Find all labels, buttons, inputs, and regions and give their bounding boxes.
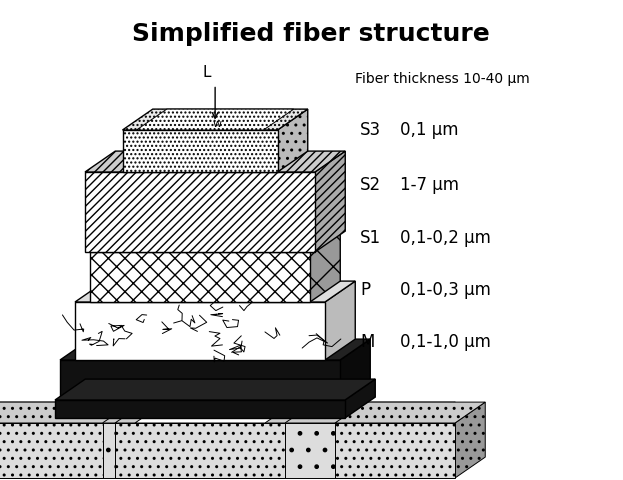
Text: Fiber thickness 10-40 μm: Fiber thickness 10-40 μm bbox=[355, 72, 530, 86]
Text: 1-7 μm: 1-7 μm bbox=[400, 176, 459, 194]
Text: S1: S1 bbox=[360, 229, 381, 247]
Polygon shape bbox=[135, 392, 310, 423]
Polygon shape bbox=[75, 302, 325, 360]
Polygon shape bbox=[0, 423, 103, 478]
Polygon shape bbox=[425, 402, 455, 478]
Polygon shape bbox=[136, 109, 294, 130]
Text: S3: S3 bbox=[360, 121, 381, 139]
Polygon shape bbox=[115, 392, 330, 423]
Polygon shape bbox=[85, 172, 315, 252]
Text: 0,1 μm: 0,1 μm bbox=[400, 121, 459, 139]
Polygon shape bbox=[310, 231, 340, 302]
Polygon shape bbox=[315, 151, 345, 252]
Polygon shape bbox=[60, 360, 340, 400]
Polygon shape bbox=[0, 402, 133, 423]
Polygon shape bbox=[75, 281, 355, 302]
Polygon shape bbox=[60, 339, 370, 360]
Text: 0,1-0,3 μm: 0,1-0,3 μm bbox=[400, 281, 491, 299]
Text: S2: S2 bbox=[360, 176, 381, 194]
Polygon shape bbox=[0, 423, 425, 478]
Polygon shape bbox=[123, 130, 277, 172]
Polygon shape bbox=[123, 109, 308, 130]
Polygon shape bbox=[277, 109, 308, 172]
Polygon shape bbox=[85, 151, 345, 172]
Text: P: P bbox=[360, 281, 370, 299]
Text: 0,1-0,2 μm: 0,1-0,2 μm bbox=[400, 229, 491, 247]
Polygon shape bbox=[55, 379, 375, 400]
Polygon shape bbox=[345, 379, 375, 418]
Polygon shape bbox=[335, 402, 485, 423]
Polygon shape bbox=[115, 423, 285, 478]
Text: w: w bbox=[212, 119, 221, 129]
Polygon shape bbox=[340, 339, 370, 400]
Polygon shape bbox=[325, 281, 355, 360]
Polygon shape bbox=[90, 231, 340, 252]
Text: M: M bbox=[360, 333, 374, 351]
Text: Simplified fiber structure: Simplified fiber structure bbox=[132, 22, 490, 46]
Text: L: L bbox=[203, 64, 211, 80]
Polygon shape bbox=[455, 402, 485, 478]
Polygon shape bbox=[90, 252, 310, 302]
Polygon shape bbox=[0, 402, 455, 423]
Polygon shape bbox=[335, 423, 455, 478]
Polygon shape bbox=[55, 400, 345, 418]
Text: 0,1-1,0 μm: 0,1-1,0 μm bbox=[400, 333, 491, 351]
